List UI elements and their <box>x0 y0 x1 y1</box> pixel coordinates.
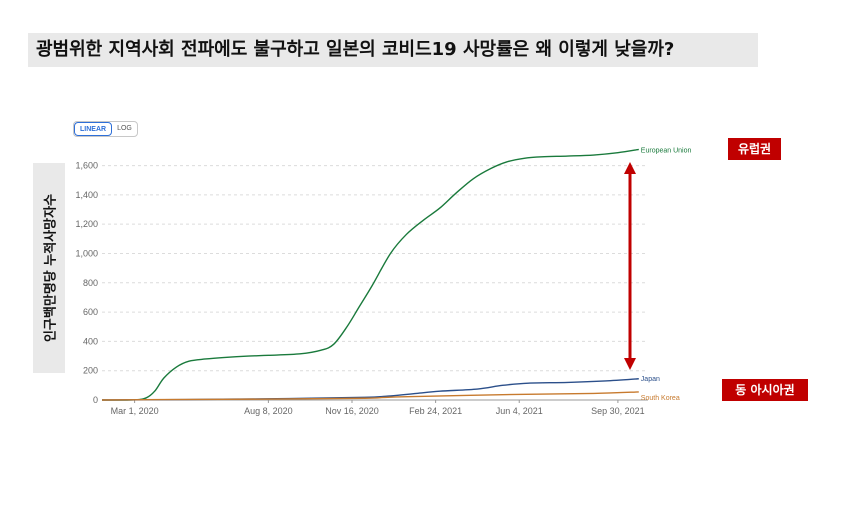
y-tick-label: 1,400 <box>75 190 98 200</box>
y-tick-label: 600 <box>83 307 98 317</box>
x-tick-label: Aug 8, 2020 <box>244 406 293 416</box>
series-labels: European Union Japan South Korea <box>641 147 692 401</box>
x-axis-ticks: Mar 1, 2020 Aug 8, 2020 Nov 16, 2020 Feb 24… <box>111 400 645 416</box>
y-tick-label: 200 <box>83 366 98 376</box>
x-tick-label: Jun 4, 2021 <box>496 406 543 416</box>
y-tick-label: 0 <box>93 395 98 405</box>
series-lines <box>101 148 639 401</box>
japan-series-line <box>101 378 639 401</box>
y-tick-label: 800 <box>83 278 98 288</box>
y-tick-label: 1,600 <box>75 161 98 171</box>
europe-badge: 유럽권 <box>728 138 781 160</box>
y-tick-label: 400 <box>83 336 98 346</box>
scale-toggle[interactable]: LINEAR LOG <box>73 121 138 137</box>
grid-lines <box>102 165 648 401</box>
gap-arrow <box>624 162 636 370</box>
arrow-head-down <box>624 358 636 370</box>
log-scale-button[interactable]: LOG <box>117 125 132 132</box>
eu-series-line <box>101 148 639 401</box>
east-asia-badge: 동 아시아권 <box>722 379 808 401</box>
x-tick-label: Feb 24, 2021 <box>409 406 462 416</box>
chart-title: 광범위한 지역사회 전파에도 불구하고 일본의 코비드19 사망률은 왜 이렇게… <box>28 33 758 67</box>
south-korea-series-line <box>101 391 639 401</box>
series-label: South Korea <box>641 395 680 402</box>
series-label: Japan <box>641 376 660 383</box>
arrow-head-up <box>624 162 636 174</box>
x-tick-label: Mar 1, 2020 <box>111 406 159 416</box>
y-axis-ticks: 0 200 400 600 800 1,000 1,200 1,400 1,600 <box>75 161 98 405</box>
y-tick-label: 1,200 <box>75 219 98 229</box>
x-tick-label: Sep 30, 2021 <box>591 406 645 416</box>
linear-scale-button[interactable]: LINEAR <box>74 122 113 136</box>
series-label: European Union <box>641 147 692 154</box>
x-tick-label: Nov 16, 2020 <box>325 406 379 416</box>
y-axis-label-box: 인구백만명당 누적사망자수 <box>33 163 65 373</box>
y-tick-label: 1,000 <box>75 248 98 258</box>
